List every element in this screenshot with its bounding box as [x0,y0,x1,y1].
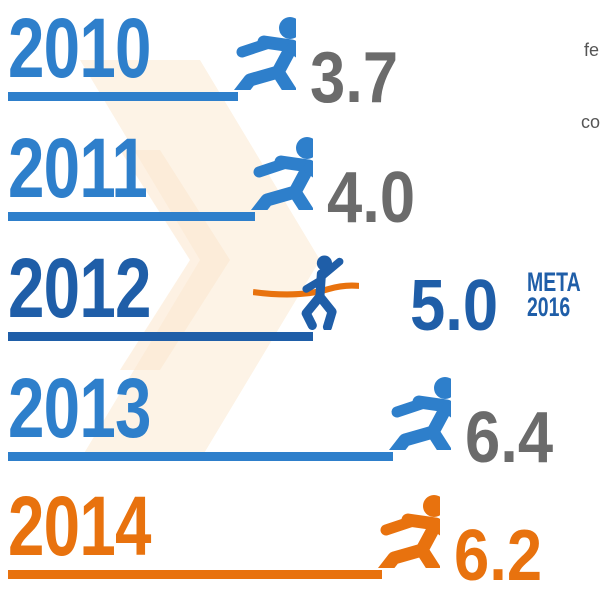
year-label-2011: 2011 [8,121,148,215]
year-row-2014: 2014 6.2 [0,480,608,598]
value-label-2014: 6.2 [453,516,542,596]
year-label-2013: 2013 [8,361,151,455]
year-label-2014: 2014 [8,479,151,573]
progress-track-2012 [8,332,313,341]
runner-icon [220,14,296,90]
progress-track-2011 [8,212,256,221]
value-label-2011: 4.0 [327,158,416,238]
runner-icon [237,134,313,210]
background-chevron [80,60,320,460]
progress-track-2013 [8,452,393,461]
side-text-2: co [581,112,601,132]
year-row-2011: 2011 4.0 [0,122,608,240]
meta-year: 2016 [527,291,571,322]
meta-label: META [527,267,581,297]
year-label-2012: 2012 [8,241,151,335]
value-label-2013: 6.4 [465,398,554,478]
side-text-1: fe [584,40,600,60]
progress-track-2014 [8,570,382,579]
year-row-2010: 2010 3.7 [0,2,608,120]
progress-track-2010 [8,92,238,101]
year-row-2012: 2012 5.0 [0,242,608,360]
value-label-2012: 5.0 [409,266,498,346]
runner-icon [375,374,451,450]
meta-2016-annotation: META 2016 [527,267,581,322]
value-label-2010: 3.7 [310,38,399,118]
finish-line-runner-icon [252,254,360,330]
year-label-2010: 2010 [8,1,151,95]
year-row-2013: 2013 6.4 [0,362,608,480]
runner-icon [364,492,440,568]
